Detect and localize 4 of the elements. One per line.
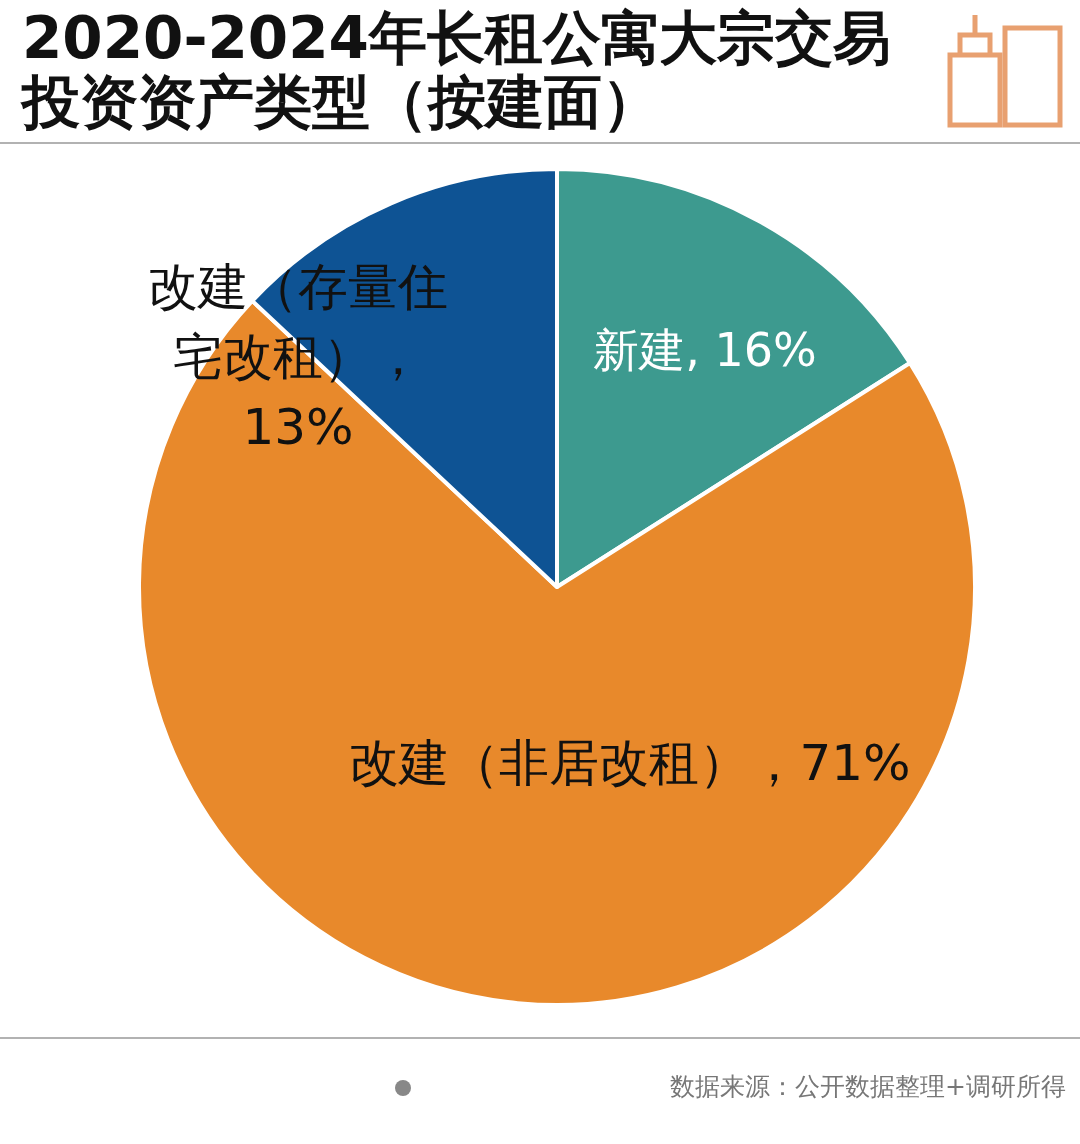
source-note: 数据来源：公开数据整理+调研所得 xyxy=(670,1071,1066,1103)
slice-label: 改建（非居改租），71% xyxy=(348,733,912,794)
slice-label: 新建, 16% xyxy=(592,322,818,379)
chart-title: 2020-2024年长租公寓大宗交易投资资产类型（按建面） xyxy=(22,4,892,136)
